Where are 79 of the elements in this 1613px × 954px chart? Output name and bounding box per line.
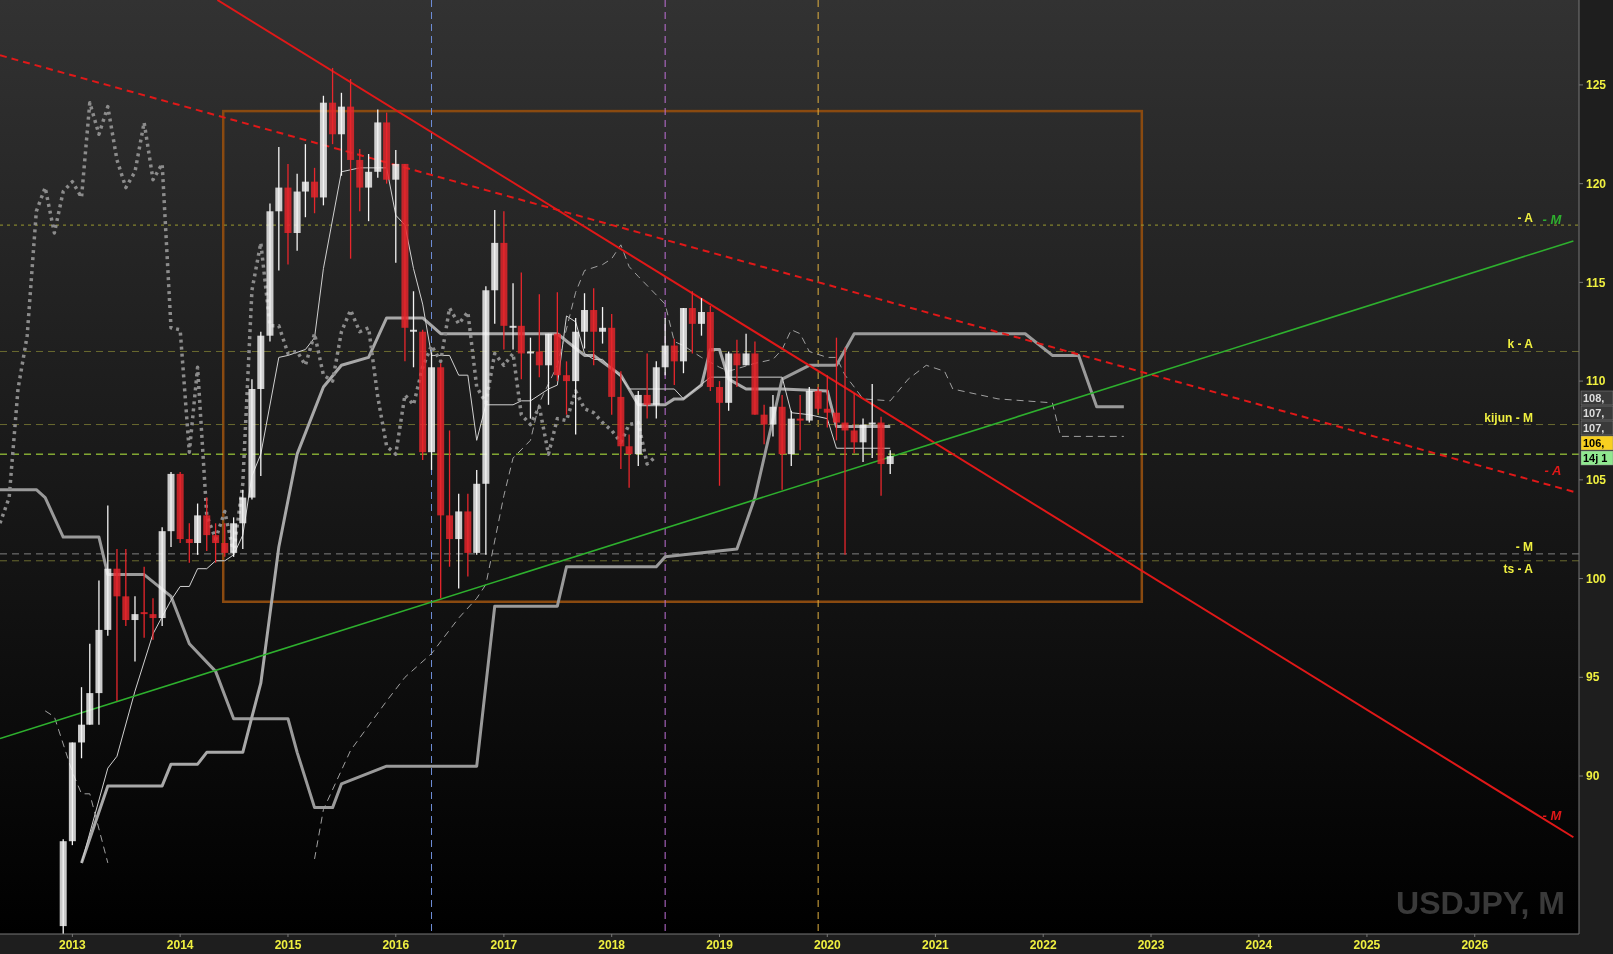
line-series <box>81 167 891 864</box>
series-label: - M <box>1542 211 1563 227</box>
candlestick <box>742 333 750 366</box>
candlestick <box>185 522 193 564</box>
x-tick-label: 2013 <box>59 938 87 952</box>
candlestick <box>697 297 705 337</box>
candlestick <box>886 449 894 475</box>
candlestick <box>581 292 589 350</box>
x-tick-label: 2026 <box>1461 938 1489 952</box>
y-tick-label: 90 <box>1586 769 1600 784</box>
candlestick <box>814 386 822 414</box>
ref-line-label: ts - A <box>1503 561 1534 576</box>
candlestick <box>392 149 400 264</box>
x-tick-label: 2021 <box>922 938 950 952</box>
x-tick-label: 2023 <box>1137 938 1165 952</box>
x-tick-label: 2015 <box>274 938 302 952</box>
ref-line-label: k - A <box>1507 337 1534 352</box>
candlestick <box>526 337 534 420</box>
y-tick-label: 95 <box>1586 670 1600 685</box>
text: USDJPY, M <box>1396 885 1565 921</box>
candlestick <box>823 374 831 429</box>
candlestick <box>410 290 418 368</box>
candlestick <box>796 394 804 451</box>
candlestick <box>140 566 148 639</box>
candlestick <box>149 597 157 641</box>
candlestick <box>670 338 678 386</box>
candlestick <box>868 383 876 459</box>
text: 107, <box>1583 421 1605 434</box>
y-tick-label: 125 <box>1586 78 1607 93</box>
candlestick <box>850 392 858 454</box>
candlestick <box>832 337 840 441</box>
candlestick <box>78 686 86 759</box>
x-tick-label: 2018 <box>598 938 626 952</box>
candlestick <box>535 293 543 378</box>
x-tick-label: 2024 <box>1245 938 1273 952</box>
y-tick-label: 115 <box>1586 275 1606 290</box>
ref-line-label: - M <box>1515 539 1533 554</box>
candlestick <box>365 153 373 222</box>
candlestick <box>203 496 211 552</box>
series-label: - A <box>1544 462 1562 478</box>
y-tick-label: 100 <box>1586 571 1607 586</box>
candlestick <box>733 338 741 388</box>
text: 106, <box>1583 436 1605 449</box>
x-tick-label: 2025 <box>1353 938 1381 952</box>
candlestick <box>590 287 598 366</box>
x-tick-label: 2019 <box>706 938 734 952</box>
x-tick-label: 2020 <box>813 938 841 952</box>
x-tick-label: 2014 <box>166 938 194 952</box>
text: 108, <box>1583 391 1605 404</box>
candlestick <box>859 417 867 463</box>
y-tick-label: 120 <box>1586 176 1607 191</box>
y-tick-label: 110 <box>1586 374 1606 389</box>
ref-line-label: kijun - M <box>1484 410 1533 425</box>
candlestick <box>599 306 607 345</box>
candlestick <box>311 167 319 214</box>
x-tick-label: 2017 <box>490 938 518 952</box>
text: 14j 1 <box>1583 451 1608 464</box>
ref-line-label: - A <box>1517 211 1534 226</box>
candlestick <box>301 143 309 218</box>
candlestick <box>131 595 139 663</box>
x-tick-label: 2016 <box>382 938 410 952</box>
candlestick <box>509 282 517 351</box>
candlestick <box>716 380 723 487</box>
candlestick <box>122 548 130 627</box>
y-tick-label: 105 <box>1586 473 1607 488</box>
candlestick <box>760 404 768 445</box>
candlestick <box>769 394 777 438</box>
candlestick <box>212 522 220 564</box>
candlestick <box>446 429 454 568</box>
series-label: - M <box>1542 808 1563 824</box>
candlestick <box>625 433 633 489</box>
candlestick <box>643 352 651 420</box>
candlestick <box>563 360 570 416</box>
candlestick <box>688 290 696 355</box>
candlestick <box>275 146 283 272</box>
candlestick <box>661 317 669 376</box>
text: 107, <box>1583 406 1605 419</box>
candlestick <box>221 522 229 558</box>
x-tick-label: 2022 <box>1029 938 1057 952</box>
